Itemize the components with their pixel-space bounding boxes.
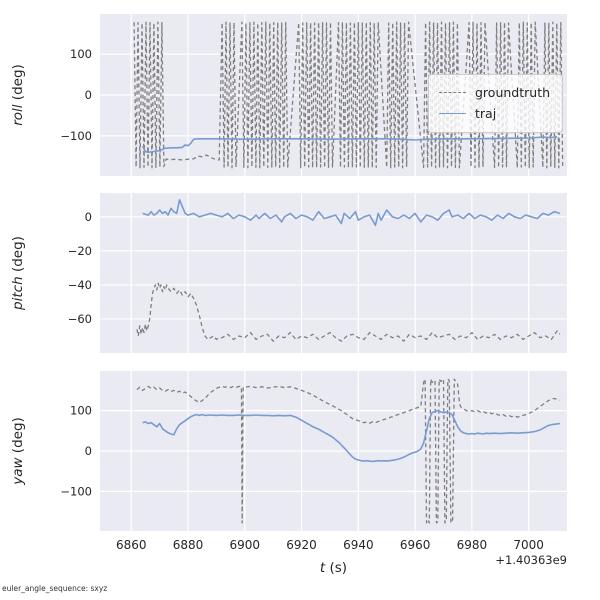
legend-label-traj: traj [475, 106, 497, 122]
y-tick-label: −100 [60, 129, 92, 143]
x-tick-label: 6960 [400, 538, 431, 552]
series-groundtruth-yaw [136, 378, 561, 524]
y-axis-label-roll: roll (deg) [10, 64, 26, 126]
series-traj-yaw [142, 409, 561, 463]
y-tick-label: 0 [85, 444, 92, 458]
x-axis-offset-label: +1.40363e9 [495, 553, 567, 567]
series-traj-roll [141, 135, 558, 154]
y-tick-label: −40 [68, 278, 92, 292]
legend: groundtruth traj [428, 74, 564, 133]
series-groundtruth-pitch [136, 282, 561, 342]
y-tick-label: −100 [60, 484, 92, 498]
series-groundtruth-roll [133, 21, 564, 169]
groundtruth-line-sample [439, 92, 466, 94]
legend-item-traj: traj [439, 103, 550, 124]
y-tick-label: −20 [68, 244, 92, 258]
y-tick-label: 100 [70, 47, 92, 61]
plot-background [100, 193, 567, 353]
x-tick-label: 6980 [457, 538, 488, 552]
y-tick-label: 100 [70, 404, 92, 418]
y-tick-label: 0 [85, 88, 92, 102]
y-tick-label: −60 [68, 312, 92, 326]
euler-sequence-footnote: euler_angle_sequence: sxyz [2, 584, 108, 593]
x-tick-label: 6900 [230, 538, 261, 552]
y-axis-label-yaw: yaw (deg) [10, 417, 26, 486]
x-tick-label: 6920 [286, 538, 317, 552]
x-tick-label: 7000 [513, 538, 544, 552]
traj-line-sample [439, 113, 466, 115]
x-tick-label: 6940 [343, 538, 374, 552]
x-axis-label: t (s) [320, 560, 347, 576]
y-axis-label-pitch: pitch (deg) [10, 236, 26, 311]
x-tick-label: 6880 [173, 538, 204, 552]
y-tick-label: 0 [85, 210, 92, 224]
x-tick-label: 6860 [116, 538, 147, 552]
legend-item-groundtruth: groundtruth [439, 82, 550, 103]
series-traj-pitch [142, 199, 561, 227]
legend-label-groundtruth: groundtruth [475, 85, 551, 100]
